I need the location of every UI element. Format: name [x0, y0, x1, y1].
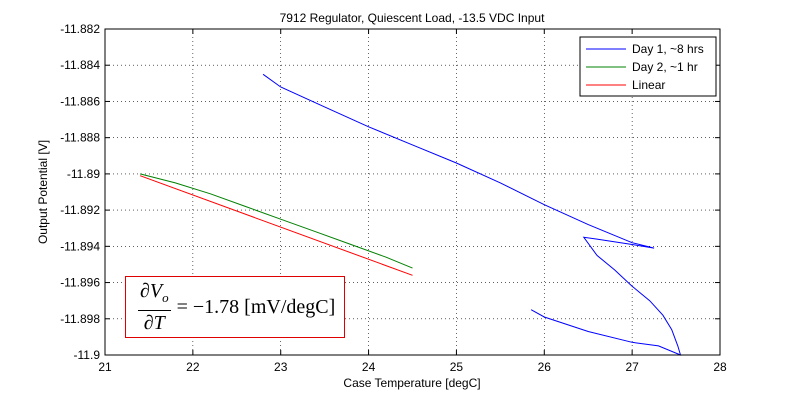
series-layer — [139, 73, 682, 356]
series-line-2 — [139, 173, 413, 269]
numerator-subscript: o — [162, 290, 169, 305]
y-tick-label: -11.886 — [60, 94, 100, 108]
fraction-denominator: ∂T — [143, 312, 165, 334]
y-tick-label: -11.892 — [60, 203, 100, 217]
x-tick-label: 21 — [98, 360, 112, 374]
slope-fraction: ∂Vo ∂T — [138, 280, 171, 334]
legend-label: Day 2, ~1 hr — [632, 60, 698, 74]
legend-label: Day 1, ~8 hrs — [632, 42, 704, 56]
slope-formula: ∂Vo ∂T = −1.78 [mV/degC] — [138, 280, 336, 334]
chart-title: 7912 Regulator, Quiescent Load, -13.5 VD… — [280, 11, 546, 25]
series-line-3 — [139, 175, 413, 276]
x-axis-label: Case Temperature [degC] — [343, 376, 480, 390]
y-tick-label: -11.896 — [60, 276, 100, 290]
y-tick-label: -11.89 — [67, 167, 100, 181]
y-axis-ticks: -11.882 -11.884 -11.886 -11.888 -11.89 -11.89… — [60, 22, 720, 362]
slope-annotation-box: ∂Vo ∂T = −1.78 [mV/degC] — [125, 276, 345, 338]
y-tick-label: -11.888 — [60, 131, 100, 145]
x-tick-label: 26 — [538, 360, 552, 374]
x-tick-label: 23 — [274, 360, 288, 374]
x-tick-label: 28 — [713, 360, 727, 374]
legend-label: Linear — [632, 78, 665, 92]
y-tick-label: -11.894 — [60, 239, 100, 253]
x-tick-label: 27 — [625, 360, 639, 374]
y-tick-label: -11.882 — [60, 22, 100, 36]
series-line-1 — [262, 73, 682, 356]
plot-frame — [104, 28, 721, 356]
y-tick-label: -11.884 — [60, 58, 100, 72]
x-tick-label: 24 — [362, 360, 376, 374]
fraction-numerator: ∂Vo — [138, 280, 171, 311]
y-axis-label: Output Potential [V] — [36, 140, 50, 244]
y-tick-label: -11.898 — [60, 312, 100, 326]
legend: Day 1, ~8 hrs Day 2, ~1 hr Linear — [579, 36, 717, 97]
y-tick-label: -11.9 — [74, 348, 101, 362]
numerator-text: ∂V — [140, 280, 163, 302]
x-tick-label: 25 — [450, 360, 464, 374]
x-tick-label: 22 — [186, 360, 200, 374]
x-axis-ticks: 21 22 23 24 25 26 27 28 — [98, 29, 727, 374]
slope-value: = −1.78 [mV/degC] — [176, 295, 336, 318]
